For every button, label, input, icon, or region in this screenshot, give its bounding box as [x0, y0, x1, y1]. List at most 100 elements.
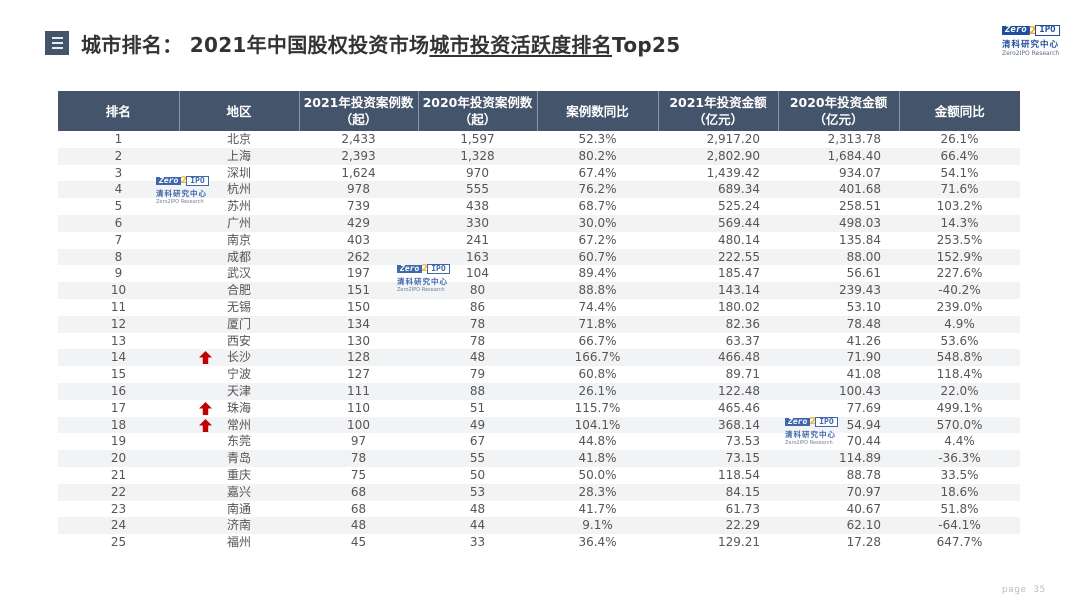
cases-yoy-cell: 41.8% — [537, 450, 658, 467]
table-header-row: 排名 地区 2021年投资案例数 （起） 2020年投资案例数 （起） 案例数同比 2021年… — [58, 91, 1020, 131]
cases-2020-cell: 78 — [418, 315, 537, 333]
cases-2020-cell-value: 67 — [469, 434, 486, 449]
amount-yoy-cell: 71.6% — [899, 181, 1020, 199]
cases-2020-cell: 49 — [418, 416, 537, 434]
amount-2021-cell: 84.15 — [658, 483, 778, 501]
logo-en: Zero2IPO Research — [1002, 50, 1060, 57]
cases-2021-cell: 2,433 — [299, 131, 418, 148]
cases-2021-cell-value: 48 — [350, 518, 367, 533]
cases-2021-cell: 68 — [299, 483, 418, 501]
cases-2021-cell-value: 100 — [347, 417, 370, 432]
cases-yoy-cell: 88.8% — [537, 282, 658, 299]
cases-2020-cell-value: 55 — [469, 451, 486, 466]
amount-2020-cell: 135.84 — [778, 232, 899, 249]
amount-yoy-cell-value: 33.5% — [940, 467, 979, 482]
rank-cell: 13 — [58, 333, 179, 350]
region-cell: 长沙 — [179, 349, 299, 367]
region-cell-value: 常州 — [226, 417, 251, 432]
rank-cell: 16 — [58, 382, 179, 400]
rank-cell: 11 — [58, 299, 179, 316]
amount-yoy-cell-value: 118.4% — [936, 367, 983, 382]
cases-2021-cell-value: 128 — [347, 350, 370, 365]
region-cell-value: 南通 — [226, 501, 251, 516]
amount-2020-cell-value: 56.61 — [846, 266, 881, 281]
amount-2020-cell-value: 114.89 — [839, 451, 881, 466]
amount-2021-cell: 1,439.42 — [658, 165, 778, 182]
amount-2021-cell-value: 82.36 — [725, 316, 760, 331]
cases-yoy-cell: 60.7% — [537, 248, 658, 266]
cases-yoy-cell: 60.8% — [537, 366, 658, 383]
region-cell: 合肥 — [179, 282, 299, 299]
amount-2021-cell-value: 129.21 — [718, 535, 760, 550]
cases-2021-cell: 75 — [299, 467, 418, 484]
table-row: 3 深圳 1,624 970 67.4% 1,439.42 934.07 54.1% — [58, 165, 1020, 182]
cases-yoy-cell: 71.8% — [537, 315, 658, 333]
rank-cell: 6 — [58, 214, 179, 232]
amount-2020-cell-value: 135.84 — [839, 232, 881, 247]
cases-2020-cell-value: 78 — [469, 316, 486, 331]
rank-cell-value: 6 — [114, 215, 123, 230]
logo-two: 2 — [1028, 24, 1037, 37]
rank-cell-value: 14 — [110, 350, 127, 365]
cases-2021-cell: 2,393 — [299, 147, 418, 165]
cases-2020-cell: 44 — [418, 517, 537, 535]
logo-zero: Zero — [1002, 26, 1030, 35]
amount-yoy-cell-value: 239.0% — [936, 299, 983, 314]
table-row: 2 上海 2,393 1,328 80.2% 2,802.90 1,684.40 66.4% — [58, 147, 1020, 165]
logo-cn: 清科研究中心 — [156, 189, 207, 198]
cases-yoy-cell-value: 36.4% — [578, 535, 617, 550]
cases-2020-cell: 330 — [418, 214, 537, 232]
rank-cell-value: 10 — [110, 283, 127, 298]
table-row: 7 南京 403 241 67.2% 480.14 135.84 253.5% — [58, 232, 1020, 249]
cases-2021-cell-value: 110 — [347, 400, 370, 415]
cases-2020-cell: 53 — [418, 483, 537, 501]
logo-two: 2 — [809, 416, 817, 427]
cases-2020-cell-value: 50 — [469, 467, 486, 482]
cases-yoy-cell: 76.2% — [537, 181, 658, 199]
region-cell: 广州 — [179, 214, 299, 232]
table-row: 14 长沙 128 48 166.7% 466.48 71.90 548.8% — [58, 349, 1020, 367]
cases-2020-cell: 104 — [418, 265, 537, 282]
logo-en: Zero2IPO Research — [156, 199, 204, 205]
amount-2021-cell-value: 122.48 — [718, 383, 760, 398]
region-cell: 天津 — [179, 382, 299, 400]
amount-2021-cell: 63.37 — [658, 333, 778, 350]
amount-2021-cell: 122.48 — [658, 382, 778, 400]
cases-2020-cell: 33 — [418, 534, 537, 551]
cases-2020-cell: 88 — [418, 382, 537, 400]
cases-2020-cell: 78 — [418, 333, 537, 350]
cases-2021-cell-value: 197 — [347, 266, 370, 281]
cases-2020-cell: 55 — [418, 450, 537, 467]
amount-2021-cell: 129.21 — [658, 534, 778, 551]
cases-2020-cell: 1,597 — [418, 131, 537, 148]
amount-2020-cell-value: 41.08 — [846, 367, 881, 382]
cases-yoy-cell-value: 67.4% — [578, 165, 617, 180]
amount-yoy-cell-value: 54.1% — [940, 165, 979, 180]
amount-yoy-cell-value: 66.4% — [940, 148, 979, 163]
cases-2020-cell-value: 330 — [466, 215, 489, 230]
rank-cell-value: 25 — [110, 535, 127, 550]
amount-yoy-cell-value: -36.3% — [938, 451, 981, 466]
cases-2021-cell: 128 — [299, 349, 418, 367]
column-header-label: 2020年投资金额 — [789, 95, 888, 110]
rank-cell: 18 — [58, 416, 179, 434]
region-cell-value: 青岛 — [226, 451, 251, 466]
amount-yoy-cell-value: -40.2% — [938, 283, 981, 298]
amount-2020-cell-value: 70.44 — [846, 434, 881, 449]
amount-yoy-cell-value: 4.4% — [944, 434, 975, 449]
amount-2021-cell-value: 466.48 — [718, 350, 760, 365]
rank-cell: 9 — [58, 265, 179, 282]
cases-2020-cell-value: 86 — [469, 299, 486, 314]
amount-2020-cell-value: 53.10 — [846, 299, 881, 314]
amount-2020-cell: 53.10 — [778, 299, 899, 316]
cases-2020-cell-value: 48 — [469, 501, 486, 516]
amount-2020-cell: 114.89 — [778, 450, 899, 467]
page-title: 城市排名： 2021年中国股权投资市场城市投资活跃度排名Top25 — [81, 29, 680, 58]
cases-2021-cell-value: 150 — [347, 299, 370, 314]
amount-yoy-cell: 118.4% — [899, 366, 1020, 383]
logo-cn: 清科研究中心 — [785, 430, 836, 439]
amount-yoy-cell: 22.0% — [899, 382, 1020, 400]
region-cell: 南通 — [179, 501, 299, 518]
amount-yoy-cell: 53.6% — [899, 333, 1020, 350]
amount-2021-cell: 466.48 — [658, 349, 778, 367]
